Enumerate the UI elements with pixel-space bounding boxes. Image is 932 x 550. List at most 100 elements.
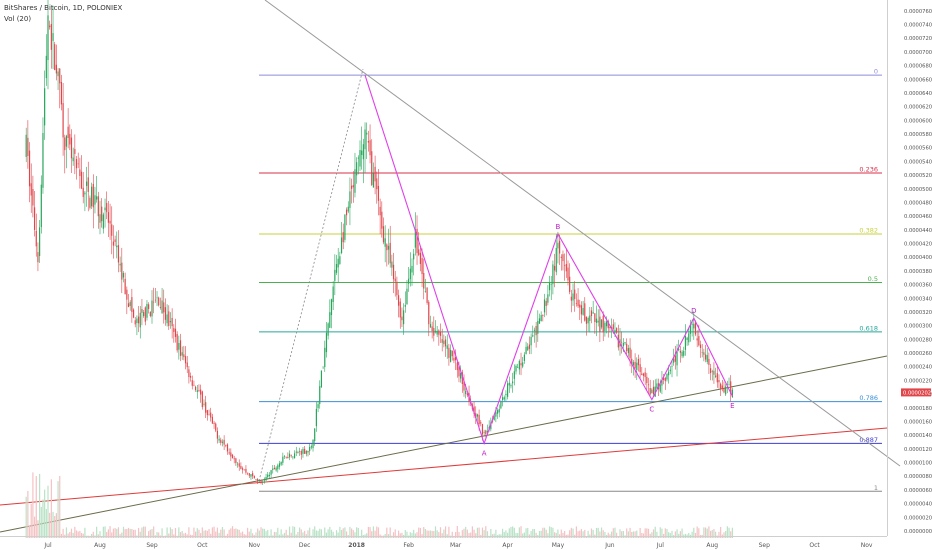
candle-body-26 (69, 133, 71, 145)
candle-body-85 (168, 311, 170, 326)
pattern-point-A: A (482, 449, 487, 457)
candle-body-58 (122, 273, 125, 278)
candle-body-267 (473, 406, 475, 414)
candle-body-382 (666, 373, 668, 380)
candle-body-24 (65, 135, 68, 147)
volume-bar-137 (255, 532, 257, 538)
volume-bar-1 (27, 490, 29, 538)
candle-body-394 (686, 337, 688, 340)
candle-body-281 (496, 410, 499, 414)
candle-body-305 (537, 320, 539, 334)
volume-bar-406 (706, 528, 708, 538)
candle-body-14 (49, 25, 51, 28)
candle-body-270 (478, 414, 480, 425)
candle-body-32 (79, 169, 81, 177)
candle-body-35 (84, 192, 86, 195)
candle-body-348 (609, 327, 611, 329)
volume-bar-263 (466, 529, 468, 538)
candle-body-399 (694, 322, 697, 335)
candle-body-329 (577, 299, 579, 307)
volume-bar-373 (651, 532, 653, 538)
candle-body-327 (574, 289, 576, 299)
volume-bar-75 (151, 528, 153, 538)
candle-body-220 (394, 278, 396, 282)
volume-bar-321 (564, 531, 566, 538)
candle-body-191 (345, 209, 348, 216)
volume-bar-76 (153, 526, 155, 538)
volume-bar-111 (211, 527, 213, 538)
volume-bar-20 (59, 475, 61, 538)
candle-body-400 (696, 338, 698, 341)
candle-body-375 (654, 386, 656, 397)
volume-bar-397 (691, 531, 693, 538)
volume-bar-341 (597, 527, 599, 538)
candle-body-232 (414, 228, 416, 248)
volume-bar-140 (260, 527, 262, 538)
candle-body-61 (127, 303, 130, 307)
volume-bar-315 (553, 532, 556, 538)
candle-body-123 (231, 454, 234, 459)
volume-bar-120 (226, 533, 229, 538)
volume-bar-173 (315, 530, 317, 538)
candle-body-218 (391, 261, 393, 268)
candle-body-75 (151, 300, 153, 317)
volume-bar-28 (72, 532, 74, 538)
volume-bar-274 (485, 526, 487, 538)
candle-body-68 (139, 312, 141, 328)
candle-body-294 (518, 360, 520, 370)
candle-body-130 (243, 469, 245, 471)
candle-body-290 (512, 381, 514, 384)
volume-bar-6 (35, 476, 37, 538)
volume-bar-70 (143, 526, 145, 538)
candle-body-112 (213, 422, 215, 424)
volume-bar-395 (688, 533, 690, 538)
volume-bar-149 (275, 532, 277, 538)
volume-bars (25, 472, 733, 538)
candle-body-293 (517, 366, 519, 368)
candle-body-38 (89, 197, 91, 208)
volume-bar-290 (512, 526, 514, 538)
candle-body-336 (589, 315, 591, 321)
candle-body-282 (498, 409, 500, 413)
candle-body-371 (647, 384, 650, 386)
volume-bar-331 (580, 529, 583, 538)
volume-bar-220 (394, 529, 396, 538)
volume-bar-181 (329, 526, 331, 538)
volume-bar-419 (728, 527, 730, 538)
candle-body-317 (557, 242, 559, 249)
volume-bar-368 (642, 533, 645, 538)
candle-body-313 (550, 284, 552, 285)
volume-bar-139 (258, 530, 260, 538)
candle-body-188 (340, 237, 343, 253)
candle-body-42 (96, 196, 98, 200)
candle-body-108 (206, 410, 208, 416)
volume-bar-297 (523, 532, 525, 538)
candle-body-279 (493, 415, 495, 421)
volume-bar-54 (116, 528, 118, 538)
volume-bar-329 (577, 531, 579, 538)
volume-bar-302 (532, 528, 534, 538)
time-tick-5: Dec (299, 542, 311, 549)
candle-body-215 (386, 244, 388, 251)
candle-body-177 (322, 366, 324, 368)
candle-body-374 (652, 386, 655, 395)
fib-label-6: 0.887 (859, 436, 878, 444)
candle-body-55 (117, 245, 120, 263)
volume-bar-226 (404, 530, 406, 538)
candle-body-199 (359, 150, 361, 167)
trend-lines (0, 0, 901, 533)
volume-bar-33 (80, 533, 83, 538)
candle-body-93 (181, 352, 183, 356)
volume-bar-69 (141, 527, 143, 538)
volume-bar-250 (444, 526, 447, 538)
candle-body-90 (176, 333, 178, 351)
volume-bar-172 (314, 526, 316, 538)
candle-body-384 (669, 369, 671, 372)
time-axis[interactable]: Jul Aug Sep Oct Nov Dec 2018 Feb Mar Apr May Jun Jul… (0, 536, 887, 550)
fib-label-1: 0.236 (859, 166, 878, 174)
candle-body-155 (285, 456, 287, 458)
